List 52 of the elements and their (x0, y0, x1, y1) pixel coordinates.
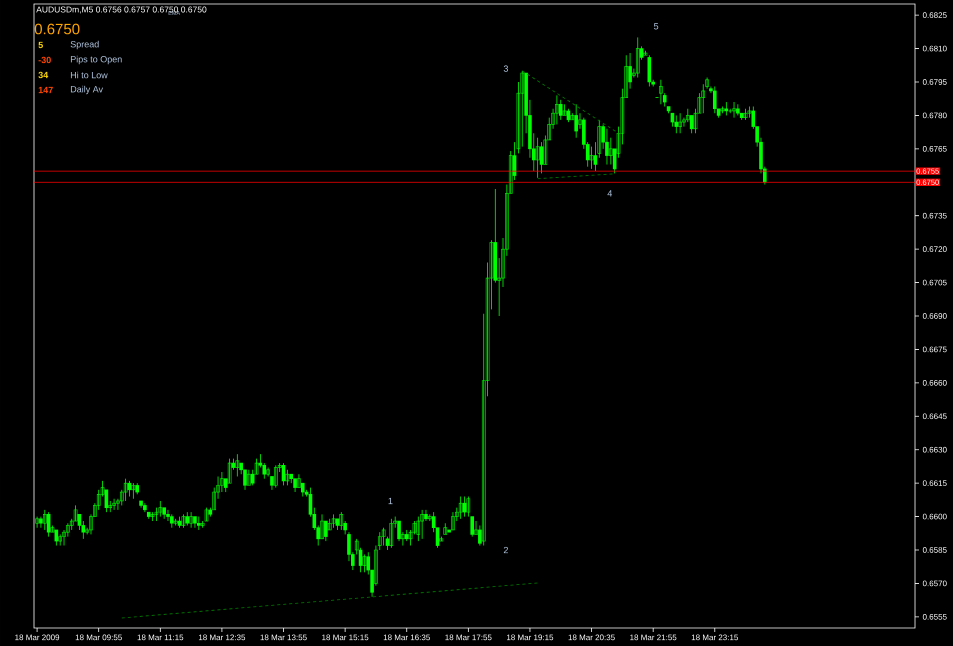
y-tick-label: 0.6645 (922, 413, 947, 420)
annotation: Pips to Open (70, 56, 122, 64)
y-tick-label: 0.6735 (922, 212, 947, 219)
x-tick-label: 18 Mar 11:15 (138, 634, 184, 640)
candlestick (732, 102, 736, 118)
candlestick (139, 500, 143, 508)
annotation: 5 (654, 23, 658, 30)
y-tick-label: 0.6570 (922, 580, 947, 586)
candlestick (720, 106, 724, 114)
candlestick (724, 102, 728, 116)
y-tick-label: 0.6810 (922, 46, 947, 52)
y-tick-label: 0.6675 (922, 346, 947, 352)
annotation: 4 (608, 190, 612, 196)
x-tick-label: 18 Mar 19:15 (506, 634, 554, 640)
y-tick-label: 0.6795 (922, 79, 947, 85)
annotation: Spread (70, 40, 99, 50)
y-tick-label: 0.6720 (922, 246, 947, 252)
y-tick-label: 0.6630 (922, 446, 947, 453)
x-tick-label: 18 Mar 21:55 (630, 634, 676, 640)
annotation: 34 (38, 72, 48, 78)
y-tick-label: 0.6660 (922, 380, 947, 386)
y-tick-label: 0.6765 (922, 146, 947, 152)
x-tick-label: 18 Mar 20:35 (568, 634, 615, 640)
x-tick-label: 18 Mar 17:55 (445, 634, 492, 640)
x-tick-label: 18 Mar 23:15 (692, 634, 738, 640)
candlestick (590, 146, 594, 170)
annotation: 2 (504, 546, 508, 554)
annotation: 3 (504, 65, 508, 72)
y-tick-label: 0.6705 (922, 280, 947, 286)
x-tick-label: 18 Mar 09:55 (76, 634, 122, 640)
annotation: -30 (38, 56, 51, 64)
candlestick (178, 516, 182, 528)
y-tick-label: 0.6825 (922, 12, 947, 18)
annotation: 1 (388, 498, 392, 504)
candlestick (644, 50, 648, 56)
y-tick-label: 0.6690 (922, 313, 947, 319)
x-tick-label: 18 Mar 13:55 (260, 634, 307, 640)
x-tick-label: 18 Mar 15:15 (322, 634, 368, 640)
x-tick-label: 18 Mar 2009 (15, 634, 60, 640)
annotation: 147 (38, 86, 53, 94)
annotation: Hi to Low (70, 72, 108, 78)
y-tick-label: 0.6585 (922, 547, 947, 553)
annotation: 5 (38, 42, 43, 48)
y-tick-label: 0.6615 (922, 480, 947, 486)
x-tick-label: 18 Mar 16:35 (384, 634, 430, 640)
y-tick-label: 0.6600 (922, 514, 947, 520)
annotation: Daily Av (70, 86, 104, 94)
candlestick (197, 516, 201, 530)
y-tick-label: 0.6555 (922, 614, 947, 620)
annotation: 0.6750 (34, 24, 80, 34)
y-tick-label: 0.6780 (922, 112, 947, 118)
x-tick-label: 18 Mar 12:35 (198, 634, 246, 640)
